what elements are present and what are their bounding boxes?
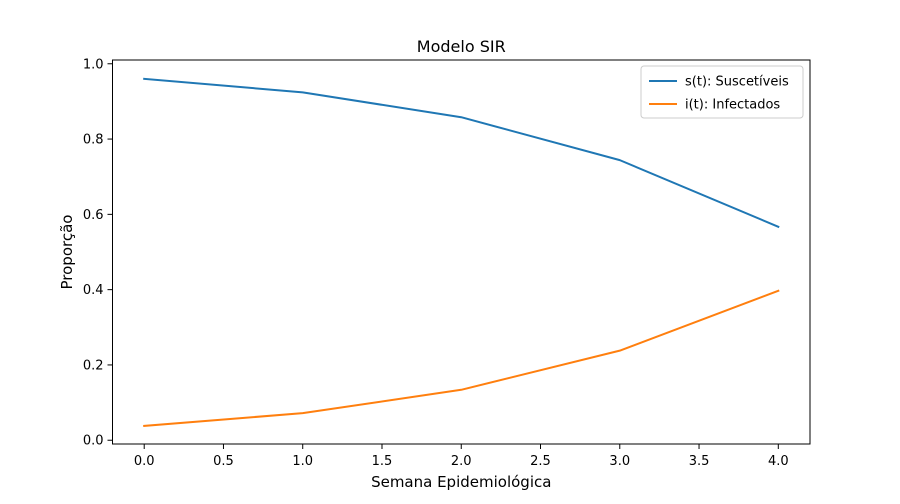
y-axis-label: Proporção [58, 215, 76, 290]
y-tick-label: 0.0 [83, 434, 104, 449]
series-line-1 [143, 289, 780, 428]
x-tick-label: 4.0 [768, 454, 789, 469]
y-tick-label: 0.8 [83, 133, 104, 148]
x-axis: 0.0 0.5 1.0 1.5 2.0 2.5 3.0 3.5 4.0 [134, 444, 789, 469]
x-tick-label: 3.0 [609, 454, 630, 469]
x-axis-label: Semana Epidemiológica [371, 473, 551, 491]
legend-box [640, 65, 804, 119]
x-tick-label: 1.0 [292, 454, 313, 469]
legend-label-0: s(t): Suscetíveis [685, 75, 789, 90]
x-tick-label: 3.5 [689, 454, 710, 469]
legend-label-1: i(t): Infectados [685, 98, 780, 113]
y-tick-label: 1.0 [83, 57, 104, 72]
x-tick-label: 0.5 [213, 454, 234, 469]
y-tick-label: 0.6 [83, 208, 104, 223]
series-layer [143, 77, 780, 428]
chart-title: Modelo SIR [417, 37, 506, 56]
y-tick-label: 0.2 [83, 358, 104, 373]
y-tick-label: 0.4 [83, 283, 104, 298]
legend: s(t): Suscetíveis i(t): Infectados [640, 65, 804, 119]
x-tick-label: 2.0 [451, 454, 472, 469]
x-tick-label: 1.5 [372, 454, 393, 469]
y-axis: 0.0 0.2 0.4 0.6 0.8 1.0 [83, 57, 113, 449]
x-tick-label: 2.5 [530, 454, 551, 469]
x-tick-label: 0.0 [134, 454, 155, 469]
series-line-0 [143, 77, 780, 229]
